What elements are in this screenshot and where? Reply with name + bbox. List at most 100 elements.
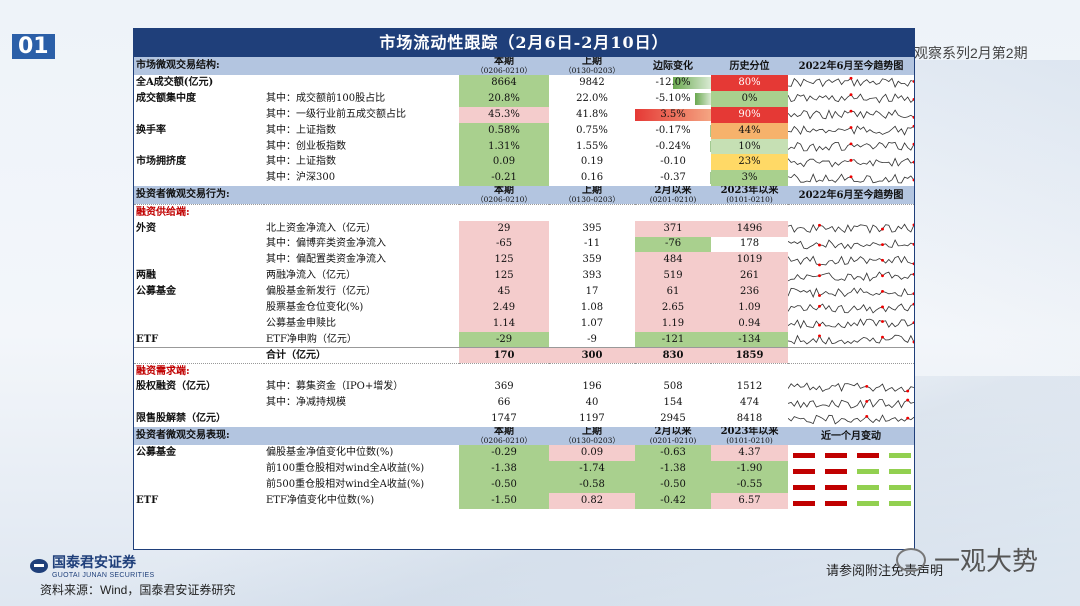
value-cell: -0.58 xyxy=(549,476,636,493)
trend-marker xyxy=(912,98,915,102)
trend-marker xyxy=(881,305,884,308)
value-cell: 0.82 xyxy=(549,492,636,509)
wechat-watermark: 一观大势 xyxy=(896,541,1038,578)
col-previous: 上期 （0130-0203） xyxy=(549,427,636,446)
trend-cell xyxy=(788,221,915,237)
table-row: ETF ETF净申购（亿元） -29 -9 -121 -134 xyxy=(134,331,915,348)
page-number: 01 xyxy=(12,34,55,59)
monthly-change-cell xyxy=(788,493,914,509)
trend-sparkline xyxy=(788,382,915,393)
col-previous-period: （0130-0203） xyxy=(564,436,620,446)
row-category: 公募基金 xyxy=(136,447,176,459)
trend-marker xyxy=(881,227,884,231)
value-cell: 66 xyxy=(497,397,511,409)
value-previous: 22.0% xyxy=(576,92,608,104)
decline-block xyxy=(825,453,848,459)
row-category: 换手率 xyxy=(136,124,166,136)
trend-cell xyxy=(788,316,915,332)
table-row: 成交额集中度 其中：成交额前100股占比 20.8% 22.0% -5.10% 0% xyxy=(134,90,915,107)
row-label: ETF净值变化中位数(%) xyxy=(266,494,375,506)
col-previous-label: 上期 xyxy=(582,186,603,197)
source-note: 资料来源：Wind，国泰君安证券研究 xyxy=(40,583,236,597)
trend-marker xyxy=(818,334,821,338)
logo-text-en: GUOTAI JUNAN SECURITIES xyxy=(52,572,155,579)
trend-marker xyxy=(849,77,853,81)
decline-block xyxy=(825,500,848,506)
section-header: 市场微观交易结构: xyxy=(134,57,460,75)
table-row: 其中：创业板指数 1.31% 1.55% -0.24% 10% xyxy=(134,138,915,155)
col-since-feb-period: (0201-0210) xyxy=(649,195,697,205)
col-since-2023: 2023年以来 (0101-0210) xyxy=(711,186,789,205)
col-trend: 2022年6月至今趋势图 xyxy=(788,57,915,75)
trend-marker xyxy=(912,262,915,266)
row-category xyxy=(134,477,264,493)
trend-sparkline xyxy=(788,413,915,425)
value-percentile: 90% xyxy=(711,106,789,123)
value-cell: 2.65 xyxy=(635,300,712,316)
col-previous: 上期 （0130-0203） xyxy=(549,57,636,75)
value-cell: 0.09 xyxy=(549,445,636,462)
trend-sparkline xyxy=(788,239,915,250)
total-value: 830 xyxy=(635,347,712,364)
col-change: 边际变化 xyxy=(635,57,712,75)
row-label xyxy=(264,75,459,91)
row-category: 限售股解禁（亿元） xyxy=(136,413,226,425)
trend-marker xyxy=(865,399,869,403)
value-cell: -11 xyxy=(583,238,601,250)
value-cell: 1.19 xyxy=(635,315,712,332)
value-change: -0.10 xyxy=(635,154,712,170)
col-since-2023-period: (0101-0210) xyxy=(726,436,773,446)
trend-marker xyxy=(881,274,884,277)
row-category: 外资 xyxy=(136,222,156,234)
value-change: 3.5% xyxy=(635,107,712,123)
value-cell: -29 xyxy=(459,331,550,348)
value-cell: 125 xyxy=(459,268,550,285)
col-current: 本期 （0206-0210） xyxy=(459,186,550,205)
total-row: 合计（亿元） 170 300 830 1859 xyxy=(134,347,915,364)
trend-marker xyxy=(865,414,869,418)
value-cell: 154 xyxy=(663,397,683,409)
value-change: -5.10% xyxy=(635,91,712,107)
table-row: 公募基金 偏股基金新发行（亿元） 45 17 61 236 xyxy=(134,284,915,301)
value-cell: 371 xyxy=(635,220,712,237)
trend-sparkline xyxy=(788,172,915,184)
logo-text-cn: 国泰君安证券 xyxy=(52,554,136,570)
value-cell: 1.14 xyxy=(459,315,550,332)
value-cell: -1.74 xyxy=(549,461,636,477)
trend-sparkline xyxy=(788,271,915,282)
value-cell: 508 xyxy=(663,381,683,393)
row-category: 公募基金 xyxy=(136,286,176,298)
wechat-icon xyxy=(896,547,926,572)
supply-section-label: 融资供给端: xyxy=(134,204,915,221)
monthly-change-blocks xyxy=(788,484,914,490)
trend-marker xyxy=(906,416,910,420)
value-cell: -9 xyxy=(587,333,597,345)
trend-cell xyxy=(788,332,915,348)
trend-marker xyxy=(881,320,884,324)
value-current: 20.8% xyxy=(459,90,550,107)
value-cell: -1.50 xyxy=(459,492,550,509)
value-percentile: 10% xyxy=(711,138,789,155)
row-category xyxy=(134,316,264,332)
table-row: 其中：净减持规模 66 40 154 474 xyxy=(134,395,915,411)
col-previous-label: 上期 xyxy=(582,427,603,438)
liquidity-table: 市场流动性跟踪（2月6日-2月10日） 市场微观交易结构: 本期 （0206-021… xyxy=(133,28,915,550)
table-row: 公募基金 偏股基金净值变化中位数(%) -0.29 0.09 -0.63 4.37 xyxy=(134,445,914,462)
section-header-row: 市场微观交易结构: 本期 （0206-0210） 上期 （0130-0203） 边际变化历… xyxy=(134,57,915,75)
row-label: 偏股基金新发行（亿元） xyxy=(266,286,376,298)
trend-cell xyxy=(788,252,915,268)
change-text: -5.10% xyxy=(655,92,691,104)
value-percentile: 80% xyxy=(711,75,789,91)
col-previous-period: （0130-0203） xyxy=(564,66,620,75)
trend-marker xyxy=(818,263,821,267)
table-row: 前500重仓股相对wind全A收益(%) -0.50 -0.58 -0.50 -0.55 xyxy=(134,476,914,493)
decline-block xyxy=(793,453,816,459)
value-cell: 196 xyxy=(582,381,602,393)
rise-block xyxy=(889,469,912,475)
col-since-feb: 2月以来 (0201-0210) xyxy=(635,186,712,205)
company-logo: 国泰君安证券 GUOTAI JUNAN SECURITIES xyxy=(30,552,154,579)
col-previous-label: 上期 xyxy=(582,57,603,67)
value-cell: 8418 xyxy=(736,413,763,425)
table-row: ETF ETF净值变化中位数(%) -1.50 0.82 -0.42 6.57 xyxy=(134,492,914,509)
row-label: 公募基金申赎比 xyxy=(266,317,336,329)
